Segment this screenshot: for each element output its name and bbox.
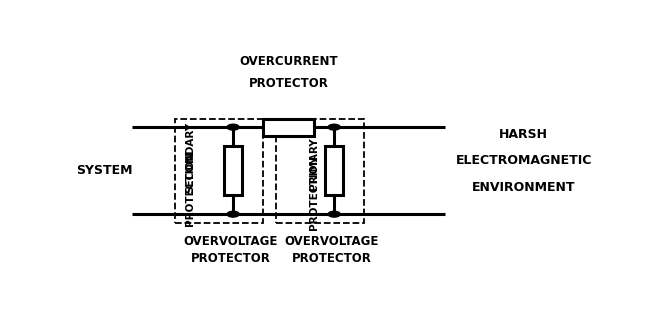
Bar [325, 146, 343, 195]
Text: OVERVOLTAGE: OVERVOLTAGE [284, 236, 379, 248]
Circle shape [227, 124, 239, 130]
Text: OVERCURRENT: OVERCURRENT [239, 55, 338, 68]
Text: HARSH: HARSH [499, 128, 548, 141]
Text: PROTECTOR: PROTECTOR [190, 252, 271, 265]
Text: PRIMARY: PRIMARY [309, 137, 319, 190]
Text: OVERVOLTAGE: OVERVOLTAGE [183, 236, 278, 248]
Text: ELECTROMAGNETIC: ELECTROMAGNETIC [456, 154, 592, 167]
Text: PROTECTOR: PROTECTOR [248, 77, 329, 90]
Text: SECONDARY: SECONDARY [185, 122, 195, 193]
Bar [263, 119, 314, 136]
Bar [175, 119, 263, 223]
Text: PROTECTOR: PROTECTOR [291, 252, 372, 265]
Bar [224, 146, 242, 195]
Circle shape [328, 124, 340, 130]
Text: PROTECTION: PROTECTION [309, 155, 319, 230]
Text: ENVIRONMENT: ENVIRONMENT [472, 181, 575, 194]
Circle shape [227, 211, 239, 217]
Text: PROTECTION: PROTECTION [185, 151, 195, 226]
Bar [276, 119, 364, 223]
Text: SYSTEM: SYSTEM [76, 164, 132, 177]
Circle shape [328, 211, 340, 217]
